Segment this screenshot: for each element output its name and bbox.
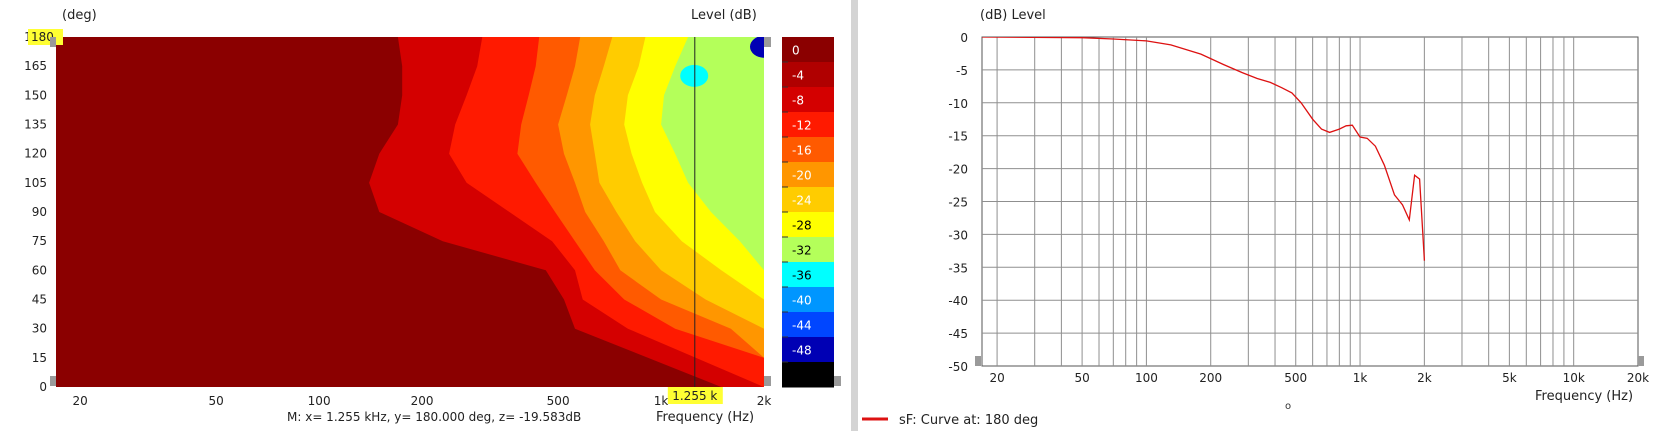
colorbar-segment — [782, 87, 834, 113]
heatmap-y-tick-label: 135 — [24, 118, 47, 132]
heatmap-y-tick-label: 15 — [32, 351, 47, 365]
colorbar-tick-label: -44 — [792, 319, 812, 333]
line-x-tick-label: 20 — [989, 371, 1004, 385]
line-y-tick-label: -15 — [948, 130, 968, 144]
colorbar-segment — [782, 187, 834, 213]
colorbar-tick-label: -12 — [792, 119, 812, 133]
line-y-tick-label: -30 — [948, 228, 968, 242]
line-x-tick-label: 50 — [1074, 371, 1089, 385]
colorbar-segment — [782, 337, 834, 363]
marker-glyph: o — [1285, 401, 1291, 412]
colorbar-tick-label: -8 — [792, 94, 804, 108]
colorbar-tick-label: -24 — [792, 194, 812, 208]
colorbar-segment — [782, 312, 834, 338]
cursor-readout: M: x= 1.255 kHz, y= 180.000 deg, z= -19.… — [287, 410, 581, 424]
colorbar-segment — [782, 137, 834, 163]
line-x-tick-label: 20k — [1627, 371, 1649, 385]
heatmap-x-tick-label: 20 — [72, 394, 87, 408]
colorbar-tick-label: -4 — [792, 69, 804, 83]
heatmap-y-tick-label: 60 — [32, 263, 47, 277]
x-scroll-handle-right[interactable] — [764, 37, 771, 47]
colorbar-segment — [782, 237, 834, 263]
colorbar-segment — [782, 112, 834, 138]
line-x-tick-label: 10k — [1563, 371, 1585, 385]
line-y-tick-label: -5 — [956, 64, 968, 78]
heatmap-x-tick-label: 50 — [209, 394, 224, 408]
colorbar-handle-bottom[interactable] — [834, 376, 841, 386]
colorbar-tick-label: -32 — [792, 244, 812, 258]
heatmap-x-tick-label: 2k — [757, 394, 772, 408]
colorbar-segment — [782, 362, 834, 388]
colorbar-segment — [782, 262, 834, 288]
heatmap-y-tick-label: 165 — [24, 59, 47, 73]
x-scroll-handle-right-bottom[interactable] — [764, 376, 771, 386]
line-y-tick-label: -20 — [948, 163, 968, 177]
heatmap-x-tick-label: 100 — [308, 394, 331, 408]
heatmap-y-tick-label: 30 — [32, 322, 47, 336]
contour-plot: (deg) Level (dB) Frequency (Hz) M: x= 1.… — [24, 8, 841, 425]
colorbar-tick-label: -36 — [792, 269, 812, 283]
y-scroll-handle-bottom[interactable] — [50, 376, 56, 386]
heatmap-y-tick-label: 150 — [24, 88, 47, 102]
series-line-0 — [982, 37, 1426, 261]
line-x-tick-label: 200 — [1199, 371, 1222, 385]
heatmap-y-tick-label: 90 — [32, 205, 47, 219]
contour-region-28db — [661, 37, 764, 271]
cursor-y-label: 180 — [31, 30, 54, 44]
colorbar-tick-label: -16 — [792, 144, 812, 158]
line-x-tick-label: 2k — [1417, 371, 1432, 385]
line-y-tick-label: 0 — [960, 31, 968, 45]
colorbar-tick-label: -28 — [792, 219, 812, 233]
cursor-x-label: 1.255 k — [672, 389, 717, 403]
heatmap-ylabel: (deg) — [62, 8, 97, 23]
heatmap-x-tick-label: 1k — [654, 394, 669, 408]
cursor-x-label-bg — [667, 387, 723, 404]
colorbar-segment — [782, 212, 834, 238]
colorbar-tick-label: -20 — [792, 169, 812, 183]
heatmap-y-tick-label: 45 — [32, 293, 47, 307]
heatmap-y-tick-label: 120 — [24, 147, 47, 161]
contour-spot-1 — [750, 37, 764, 58]
line-y-handle-bottom[interactable] — [975, 356, 981, 366]
colorbar-title: Level (dB) — [691, 8, 757, 23]
line-y-tick-label: -10 — [948, 97, 968, 111]
heatmap-x-tick-label: 500 — [547, 394, 570, 408]
heatmap-xlabel: Frequency (Hz) — [656, 410, 754, 425]
colorbar-tick-label: -48 — [792, 344, 812, 358]
colorbar-tick-label: 0 — [792, 44, 800, 58]
heatmap-y-tick-label: 75 — [32, 234, 47, 248]
line-y-tick-label: -45 — [948, 327, 968, 341]
colorbar-tick-label: -40 — [792, 294, 812, 308]
line-y-tick-label: -35 — [948, 261, 968, 275]
line-y-tick-label: -40 — [948, 294, 968, 308]
line-y-tick-label: -50 — [948, 360, 968, 374]
line-x-tick-label: 1k — [1353, 371, 1368, 385]
contour-spot-0 — [680, 64, 709, 87]
colorbar-segment — [782, 37, 834, 63]
colorbar: 0 -4 -8 -12 -16 -20 -24 -28 -32 -36 -40 -44 -48 — [782, 37, 834, 388]
line-chart: (dB) Level Frequency (Hz) 0 -5 -10 -15 -20 -2… — [862, 8, 1649, 428]
heatmap-y-tick-label: 105 — [24, 176, 47, 190]
colorbar-segment — [782, 162, 834, 188]
line-x-tick-label: 100 — [1135, 371, 1158, 385]
line-x-handle-right[interactable] — [1638, 356, 1644, 366]
line-y-tick-label: -25 — [948, 196, 968, 210]
heatmap-y-tick-label: 0 — [39, 380, 47, 394]
line-ylabel: (dB) Level — [980, 8, 1046, 23]
line-x-tick-label: 500 — [1284, 371, 1307, 385]
legend-label: sF: Curve at: 180 deg — [899, 413, 1038, 428]
colorbar-segment — [782, 287, 834, 313]
panel-splitter[interactable] — [851, 0, 858, 431]
colorbar-segment — [782, 62, 834, 88]
line-xlabel: Frequency (Hz) — [1535, 389, 1633, 404]
y-scroll-handle-top[interactable] — [50, 37, 56, 47]
heatmap-x-tick-label: 200 — [411, 394, 434, 408]
line-x-tick-label: 5k — [1502, 371, 1517, 385]
